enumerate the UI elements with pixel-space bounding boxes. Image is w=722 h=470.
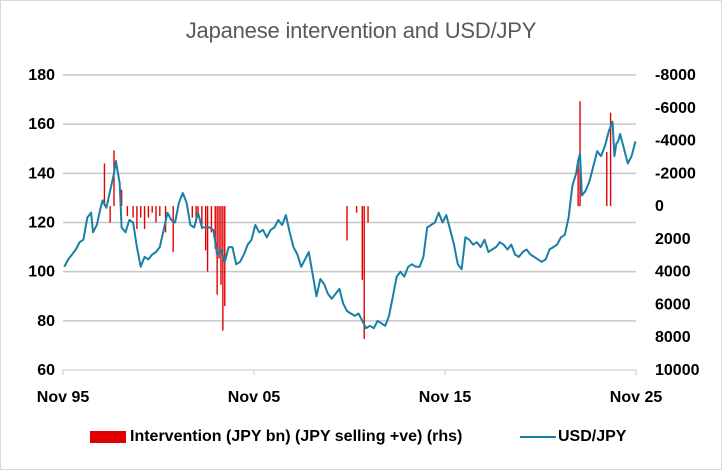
y-left-tick-label: 180: [28, 67, 55, 84]
legend-item-usdjpy: USD/JPY: [520, 428, 626, 446]
y-right-tick-label: -4000: [655, 133, 696, 150]
y-right-tick-label: -8000: [655, 67, 696, 84]
y-left-tick-label: 140: [28, 165, 55, 182]
x-tick-label: Nov 25: [610, 389, 663, 406]
legend-swatch-bar: [90, 431, 126, 443]
y-left-tick-label: 80: [37, 313, 55, 330]
y-right-tick-label: 10000: [655, 362, 700, 379]
y-right-tick-label: 4000: [655, 264, 691, 281]
y-left-tick-label: 160: [28, 116, 55, 133]
x-tick-label: Nov 05: [228, 389, 281, 406]
chart-title: Japanese intervention and USD/JPY: [185, 18, 537, 43]
legend-label-usdjpy: USD/JPY: [558, 428, 627, 445]
y-right-tick-label: 8000: [655, 329, 691, 346]
y-right-tick-label: 0: [655, 198, 664, 215]
y-left-tick-label: 100: [28, 264, 55, 281]
y-left-tick-label: 60: [37, 362, 55, 379]
y-right-tick-label: 6000: [655, 296, 691, 313]
y-left-tick-label: 120: [28, 215, 55, 232]
y-right-tick-label: 2000: [655, 231, 691, 248]
usdjpy-line: [63, 120, 637, 330]
legend-item-intervention: Intervention (JPY bn) (JPY selling +ve) …: [90, 428, 462, 446]
legend-label-intervention: Intervention (JPY bn) (JPY selling +ve) …: [130, 428, 463, 445]
x-tick-label: Nov 95: [37, 389, 90, 406]
x-tick-label: Nov 15: [419, 389, 472, 406]
y-right-tick-label: -2000: [655, 165, 696, 182]
legend-swatch-line: [520, 436, 556, 438]
y-right-tick-label: -6000: [655, 100, 696, 117]
legend: Intervention (JPY bn) (JPY selling +ve) …: [0, 428, 722, 448]
